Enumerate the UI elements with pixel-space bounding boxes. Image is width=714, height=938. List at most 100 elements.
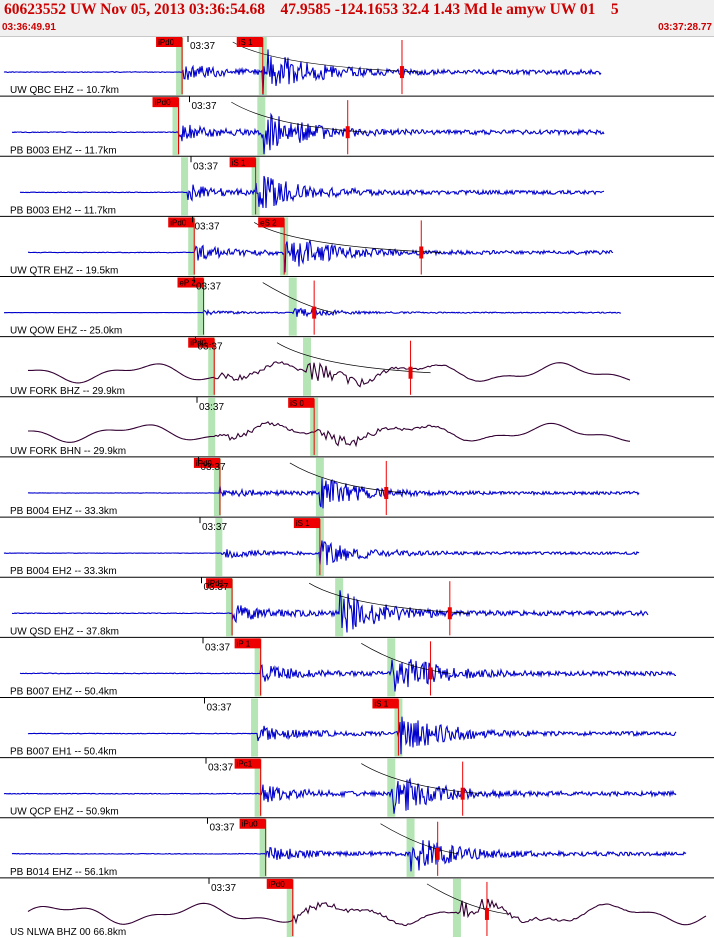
trace-row[interactable]: iS 1 03:37 PB B004 EH2 -- 33.3km bbox=[0, 516, 714, 577]
s-window-band bbox=[288, 277, 297, 336]
coda-end-flag bbox=[399, 66, 404, 79]
seismic-waveform bbox=[27, 716, 677, 755]
p-pick-label: eP 2 bbox=[179, 279, 196, 288]
trace-row[interactable]: eP 2 03:37 UW QOW EHZ -- 25.0km bbox=[0, 276, 714, 337]
coda-end-flag bbox=[384, 487, 389, 500]
time-tick-label: 03:37 bbox=[196, 282, 221, 293]
p-pick-flag[interactable] bbox=[193, 457, 220, 468]
trace-row[interactable]: iPd0 03:37 PB B003 EHZ -- 11.7km bbox=[0, 95, 714, 156]
p-window-band bbox=[226, 578, 234, 637]
station-label: UW QCP EHZ -- 50.9km bbox=[10, 807, 119, 818]
s-window-band bbox=[452, 878, 461, 937]
p-pick-flag[interactable] bbox=[152, 97, 179, 108]
trace-row[interactable]: iPc1 03:37 UW QCP EHZ -- 50.9km bbox=[0, 757, 714, 818]
p-pick-flag[interactable] bbox=[168, 217, 195, 228]
s-pick-flag[interactable] bbox=[229, 157, 256, 168]
s-window-band bbox=[257, 97, 266, 156]
station-label: UW QOW EHZ -- 25.0km bbox=[10, 326, 122, 337]
seismic-waveform bbox=[11, 590, 649, 633]
station-label: PB B007 EHZ -- 50.4km bbox=[10, 686, 117, 697]
event-summary-title: 60623552 UW Nov 05, 2013 03:36:54.68 47.… bbox=[4, 1, 619, 18]
station-label: US NLWA BHZ 00 66.8km bbox=[10, 927, 126, 938]
station-label: UW QBC EHZ -- 10.7km bbox=[10, 85, 119, 96]
seismic-waveform bbox=[27, 898, 707, 927]
p-pick-label: iPd0 bbox=[155, 98, 172, 107]
time-tick-label: 03:37 bbox=[211, 883, 236, 894]
coda-end-flag bbox=[345, 126, 350, 139]
time-tick-label: 03:37 bbox=[195, 221, 220, 232]
coda-decay-curve bbox=[253, 222, 442, 253]
seismic-waveform bbox=[3, 49, 602, 95]
p-pick-flag[interactable] bbox=[234, 758, 261, 769]
p-pick-label: iPd1 bbox=[208, 579, 225, 588]
trace-row[interactable]: iPd0 eS 2 03:37 UW QTR EHZ -- 19.5km bbox=[0, 215, 714, 277]
s-pick-label: iS 1 bbox=[232, 158, 246, 167]
p-window-band bbox=[188, 217, 196, 276]
s-pick-flag[interactable] bbox=[288, 397, 315, 408]
window-start-time: 03:36:49.91 bbox=[2, 22, 56, 33]
s-pick-label: iS 1 bbox=[296, 519, 310, 528]
time-tick-label: 03:37 bbox=[204, 582, 229, 593]
s-pick-flag[interactable] bbox=[236, 37, 263, 47]
coda-decay-curve bbox=[262, 282, 335, 313]
station-label: UW QTR EHZ -- 19.5km bbox=[10, 266, 118, 277]
s-pick-label: iS 1 bbox=[374, 699, 388, 708]
p-pick-flag[interactable] bbox=[234, 638, 261, 649]
p-pick-label: iPd0 bbox=[158, 38, 175, 47]
seismic-waveform bbox=[11, 840, 687, 872]
trace-row[interactable]: iPd0 03:37 US NLWA BHZ 00 66.8km bbox=[0, 877, 714, 938]
p-pick-flag[interactable] bbox=[239, 818, 266, 829]
s-pick-label: iS 0 bbox=[290, 399, 304, 408]
coda-end-flag bbox=[447, 607, 452, 620]
p-pick-flag[interactable] bbox=[177, 277, 204, 288]
p-window-band bbox=[176, 37, 184, 96]
seismic-waveform bbox=[28, 421, 631, 448]
p-window-band bbox=[251, 698, 259, 757]
seismic-waveform bbox=[28, 361, 631, 388]
p-pick-flag[interactable] bbox=[266, 878, 293, 889]
p-pick-flag[interactable] bbox=[156, 37, 183, 47]
coda-end-flag bbox=[484, 907, 489, 920]
p-pick-label: iPc1 bbox=[237, 760, 253, 769]
station-label: PB B004 EH2 -- 33.3km bbox=[10, 566, 117, 577]
p-window-band bbox=[181, 157, 189, 216]
coda-decay-curve bbox=[361, 643, 451, 674]
time-tick-label: 03:37 bbox=[199, 402, 224, 413]
p-pick-flag[interactable] bbox=[188, 337, 215, 348]
time-tick-label: 03:37 bbox=[210, 823, 235, 834]
time-tick-label: 03:37 bbox=[205, 642, 230, 653]
seismic-waveform bbox=[3, 777, 677, 814]
trace-row[interactable]: iS 0 03:37 UW FORK BHN -- 29.9km bbox=[0, 396, 714, 457]
s-window-band bbox=[315, 457, 324, 517]
s-pick-flag[interactable] bbox=[258, 217, 285, 228]
p-pick-label: iPd0 bbox=[170, 218, 187, 227]
event-header: 60623552 UW Nov 05, 2013 03:36:54.68 47.… bbox=[0, 0, 714, 37]
seismic-waveform bbox=[3, 540, 640, 566]
coda-end-flag bbox=[435, 847, 440, 860]
coda-end-flag bbox=[312, 306, 317, 319]
p-window-band bbox=[208, 397, 216, 456]
trace-row[interactable]: iS 1 03:37 PB B003 EH2 -- 11.7km bbox=[0, 155, 714, 216]
coda-decay-curve bbox=[232, 41, 422, 73]
s-window-band bbox=[387, 758, 396, 817]
station-label: PB B003 EHZ -- 11.7km bbox=[10, 145, 117, 156]
station-label: PB B004 EHZ -- 33.3km bbox=[10, 506, 117, 517]
trace-row[interactable]: iPu0 03:37 PB B014 EHZ -- 56.1km bbox=[0, 817, 714, 878]
station-label: PB B003 EH2 -- 11.7km bbox=[10, 205, 116, 216]
p-window-band bbox=[259, 818, 267, 877]
seismic-waveform bbox=[27, 478, 640, 509]
trace-row[interactable]: iP 1 03:37 PB B007 EHZ -- 50.4km bbox=[0, 636, 714, 697]
s-pick-flag[interactable] bbox=[293, 518, 320, 529]
trace-row[interactable]: iPd0 iS 1 03:37 UW QBC EHZ -- 10.7km bbox=[3, 36, 602, 96]
coda-decay-curve bbox=[426, 883, 508, 915]
s-pick-flag[interactable] bbox=[372, 698, 399, 709]
p-pick-label: iPd0 bbox=[269, 880, 286, 889]
trace-row[interactable]: iS 1 03:37 PB B007 EH1 -- 50.4km bbox=[0, 696, 714, 758]
time-tick-label: 03:37 bbox=[190, 41, 215, 52]
p-pick-flag[interactable] bbox=[206, 578, 233, 589]
time-tick-label: 03:37 bbox=[202, 522, 227, 533]
